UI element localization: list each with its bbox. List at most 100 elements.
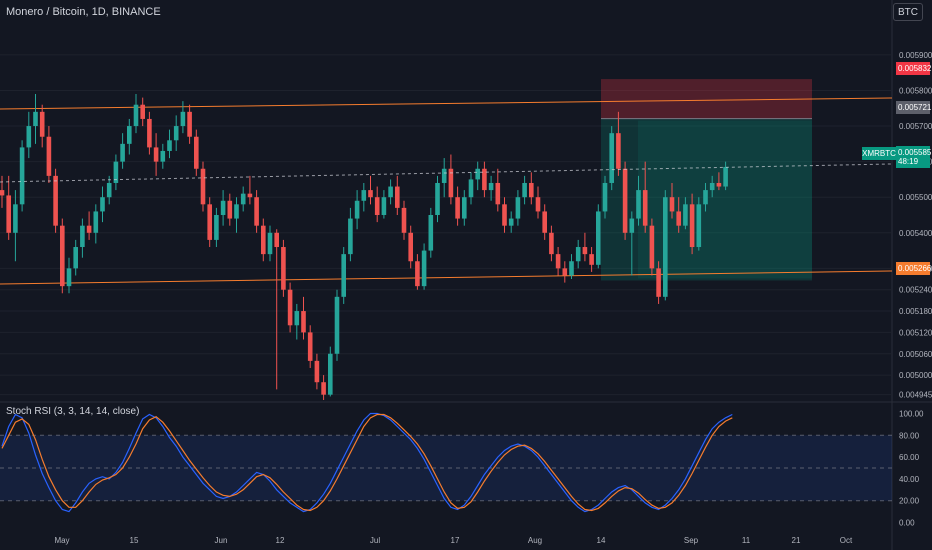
price-dotted-line — [0, 163, 893, 183]
candle-body — [200, 168, 206, 205]
candle-body — [113, 161, 119, 183]
candle-body — [709, 182, 715, 191]
candle-body — [140, 104, 145, 119]
time-tick-label: Jun — [215, 536, 228, 545]
price-tick-label: 0.004945 — [899, 391, 932, 400]
stoch-rsi-label[interactable]: Stoch RSI (3, 3, 14, 14, close) — [6, 406, 140, 417]
candle-body — [408, 232, 413, 262]
time-tick-label: Oct — [840, 536, 853, 545]
candle-body — [502, 204, 507, 226]
time-tick-label: Jul — [370, 536, 380, 545]
time-tick-label: 21 — [792, 536, 801, 545]
candle-body — [0, 190, 5, 196]
candle-body — [106, 182, 112, 198]
candle-body — [689, 204, 695, 248]
candle-body — [180, 111, 186, 127]
candle-body — [321, 382, 326, 395]
time-tick-label: 15 — [130, 536, 139, 545]
candle-body — [381, 197, 387, 215]
candle-body — [361, 190, 367, 201]
candle-body — [267, 232, 273, 255]
candle-body — [368, 190, 373, 198]
candle-body — [254, 197, 259, 226]
candle-body — [187, 111, 192, 137]
candle-body — [13, 204, 18, 233]
candle-body — [341, 254, 346, 297]
candle-body — [421, 250, 427, 287]
candle-body — [314, 360, 320, 383]
candle-body — [287, 289, 293, 326]
price-tick-label: 0.005180 — [899, 307, 932, 316]
price-tick-label: 0.005700 — [899, 122, 932, 131]
candle-body — [261, 225, 266, 255]
risk-zone — [601, 79, 812, 119]
candle-body — [240, 193, 246, 205]
candle-body — [281, 247, 286, 290]
candle-body — [173, 126, 179, 141]
price-tick-label: 0.005400 — [899, 229, 932, 238]
candle-body — [307, 332, 313, 361]
candle-body — [629, 218, 635, 233]
candle-body — [462, 197, 467, 219]
candle-body — [529, 182, 534, 198]
candle-body — [602, 182, 608, 212]
candle-body — [401, 207, 407, 233]
time-tick-label: 12 — [276, 536, 285, 545]
candle-body — [80, 225, 85, 248]
candle-body — [683, 204, 688, 226]
candle-body — [569, 261, 574, 276]
candle-body — [468, 179, 474, 198]
candle-body — [676, 211, 681, 226]
position-zones — [601, 79, 812, 281]
candle-body — [522, 182, 527, 198]
candle-body — [669, 197, 675, 212]
time-tick-label: 14 — [597, 536, 606, 545]
channel-upper — [0, 97, 893, 110]
candle-body — [19, 147, 25, 205]
time-tick-label: May — [54, 536, 69, 545]
candle-body — [415, 261, 420, 287]
candle-body — [153, 147, 159, 162]
candle-body — [549, 232, 554, 255]
candle-body — [388, 186, 393, 198]
candle-body — [73, 247, 78, 269]
price-tick-label: 0.005120 — [899, 328, 932, 337]
candle-body — [656, 268, 661, 297]
price-tick-label: 0.005500 — [899, 193, 932, 202]
stoch-tick-label: 20.00 — [899, 497, 920, 506]
candle-body — [39, 111, 45, 137]
candle-body — [60, 225, 65, 287]
candle-body — [348, 218, 353, 255]
price-tick-label: 0.005060 — [899, 350, 932, 359]
candle-body — [220, 200, 226, 215]
candle-body — [428, 215, 434, 251]
currency-button[interactable]: BTC — [893, 3, 923, 21]
candle-body — [441, 168, 447, 183]
candle-body — [555, 254, 561, 269]
candle-body — [616, 133, 621, 169]
stoch-band-fill — [0, 435, 892, 501]
candle-body — [167, 140, 172, 151]
bar-countdown: 48:19 — [898, 157, 919, 166]
candle-body — [46, 136, 52, 176]
candle-body — [622, 168, 628, 233]
stop-price-tag: 0.005832 — [896, 62, 932, 75]
stoch-tick-label: 100.00 — [899, 409, 924, 418]
target-price-tag: 0.005266 — [896, 262, 932, 275]
candle-body — [374, 197, 380, 215]
candle-body — [301, 311, 306, 333]
stoch-d-line — [1, 413, 733, 512]
candle-body — [100, 197, 105, 212]
candle-body — [663, 197, 668, 297]
symbol-title[interactable]: Monero / Bitcoin, 1D, BINANCE — [6, 6, 161, 18]
candle-body — [53, 175, 58, 226]
candle-body — [127, 126, 132, 144]
entry-price-tag: 0.005721 — [896, 101, 932, 114]
candle-body — [294, 311, 300, 326]
candle-body — [696, 204, 702, 248]
candle-body — [354, 200, 360, 219]
candle-body — [435, 182, 440, 215]
